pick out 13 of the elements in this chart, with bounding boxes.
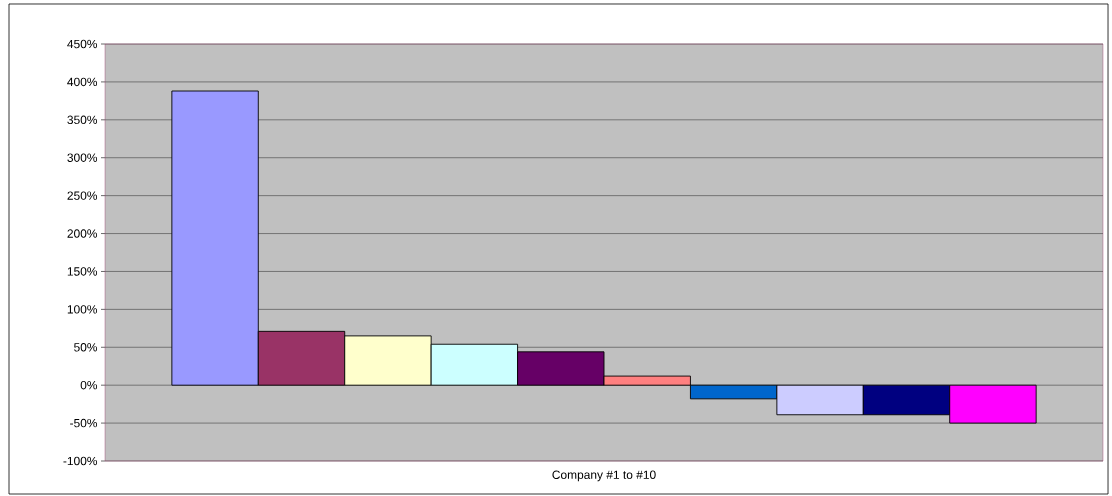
y-tick-label: 150% <box>67 267 98 276</box>
x-tick-label: Company #1 to #10 <box>552 470 656 482</box>
y-tick-label: 400% <box>67 77 98 87</box>
y-tick-label: 100% <box>67 305 98 314</box>
y-tick-label: 250% <box>67 191 98 200</box>
y-tick-label: -100% <box>63 456 98 466</box>
y-tick-label: 450% <box>67 39 98 49</box>
y-tick-label: 0% <box>80 380 98 390</box>
y-tick-label: 300% <box>67 153 98 162</box>
y-tick-label: -50% <box>70 418 98 428</box>
y-tick-label: 350% <box>67 115 98 125</box>
y-tick-label: 50% <box>74 343 98 352</box>
y-tick-label: 200% <box>67 229 98 238</box>
